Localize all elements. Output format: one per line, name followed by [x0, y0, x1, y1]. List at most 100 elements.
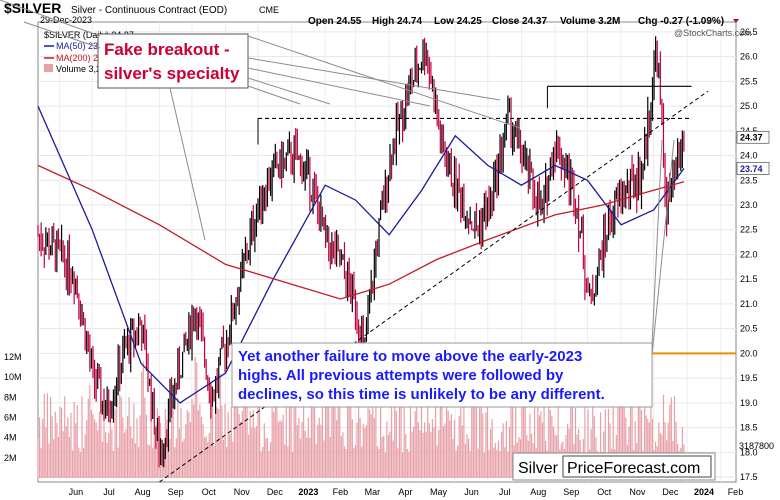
volume-bar: [70, 412, 72, 478]
volume-bar: [131, 438, 133, 478]
volume-bar: [279, 420, 281, 478]
volume-bar: [312, 407, 314, 478]
volume-tick-label: 12M: [4, 352, 22, 362]
volume-bar: [144, 397, 146, 478]
volume-bar: [260, 451, 262, 478]
volume-bar: [123, 432, 126, 478]
volume-bar: [332, 405, 335, 478]
volume-bar: [460, 401, 462, 478]
volume-bar: [409, 390, 412, 478]
y-tick-label: 21.5: [740, 274, 758, 284]
volume-bar: [147, 444, 149, 478]
x-tick-label: Sep: [168, 487, 184, 497]
x-tick-label: Jun: [464, 487, 479, 497]
volume-bar: [567, 423, 569, 478]
volume-bar: [490, 428, 492, 478]
volume-bar: [202, 424, 204, 478]
volume-bar: [258, 393, 261, 478]
branding-site: PriceForecast.com: [567, 460, 700, 477]
volume-bar: [348, 362, 350, 478]
volume-bar: [65, 426, 67, 478]
x-tick-label: Aug: [530, 487, 546, 497]
ma50-tag-bg: [736, 162, 770, 175]
volume-bar: [117, 447, 119, 478]
volume-bar: [548, 404, 550, 478]
volume-bar: [87, 398, 89, 478]
volume-bar: [296, 425, 298, 478]
volume-bar: [480, 400, 482, 478]
x-tick-label: Mar: [365, 487, 381, 497]
volume-bar: [373, 418, 375, 478]
volume-bar: [59, 406, 61, 478]
volume-bar: [122, 417, 124, 478]
volume-tag: 3187800: [739, 441, 774, 451]
volume-bar: [247, 434, 250, 478]
y-tick-label: 23.0: [740, 200, 758, 210]
volume-bar: [192, 404, 195, 478]
x-tick-label: Dec: [267, 487, 284, 497]
volume-bar: [375, 367, 377, 478]
y-tick-label: 17.5: [740, 472, 758, 482]
volume-bar: [249, 411, 251, 478]
volume-bar: [453, 420, 456, 478]
volume-bar: [365, 425, 368, 478]
volume-bar: [282, 414, 284, 478]
volume-bar: [183, 439, 185, 478]
branding-silver: Silver: [518, 460, 559, 477]
volume-bar: [329, 436, 331, 478]
volume-bar: [214, 409, 217, 478]
volume-bar: [199, 403, 201, 478]
y-tick-label: 22.5: [740, 225, 758, 235]
legend-volume: Volume 3,206,478: [56, 64, 129, 74]
volume-bar: [510, 371, 512, 478]
volume-bar: [304, 430, 306, 478]
y-tick-label: 26.5: [740, 27, 758, 37]
volume-bar: [302, 399, 305, 478]
volume-bar: [381, 437, 383, 478]
volume-bar: [104, 431, 107, 478]
volume-bar: [207, 442, 209, 478]
legend-volume-swatch: [44, 64, 53, 72]
volume-bar: [169, 438, 171, 478]
volume-bar: [222, 439, 225, 478]
volume-bar: [339, 402, 341, 478]
volume-bar: [211, 397, 214, 478]
volume-bar: [345, 449, 347, 478]
ohlc-volume: Volume 3.2M: [560, 16, 620, 27]
volume-bar: [541, 422, 544, 478]
volume-bar: [76, 405, 78, 478]
y-tick-label: 21.0: [740, 299, 758, 309]
x-tick-label: Oct: [202, 487, 217, 497]
volume-bar: [417, 422, 419, 478]
volume-bar: [255, 425, 258, 478]
volume-bar: [468, 438, 470, 478]
volume-bar: [216, 407, 218, 478]
volume-bar: [427, 393, 429, 478]
volume-bar: [645, 415, 647, 478]
volume-bar: [623, 395, 625, 478]
volume-bar: [128, 397, 130, 478]
volume-bar: [521, 396, 523, 478]
y-tick-label: 19.0: [740, 398, 758, 408]
volume-bar: [298, 417, 300, 478]
volume-bar: [629, 404, 632, 478]
change-down-icon: [733, 19, 739, 23]
volume-bar: [288, 405, 291, 478]
x-tick-label: Jul: [499, 487, 511, 497]
volume-bar: [662, 394, 665, 478]
volume-bar: [213, 445, 215, 478]
volume-bar: [49, 396, 52, 478]
volume-bar: [68, 436, 71, 478]
volume-bar: [472, 394, 474, 478]
volume-bar: [93, 419, 96, 478]
branding-site-box: [562, 455, 712, 478]
volume-bar: [413, 426, 415, 478]
volume-bar: [153, 432, 155, 478]
volume-bar: [114, 408, 116, 478]
volume-bar: [73, 401, 75, 478]
volume-bar: [221, 405, 223, 478]
volume-bar: [293, 377, 295, 478]
volume-bar: [309, 437, 311, 478]
volume-bar: [189, 422, 192, 478]
volume-bar: [170, 400, 173, 478]
